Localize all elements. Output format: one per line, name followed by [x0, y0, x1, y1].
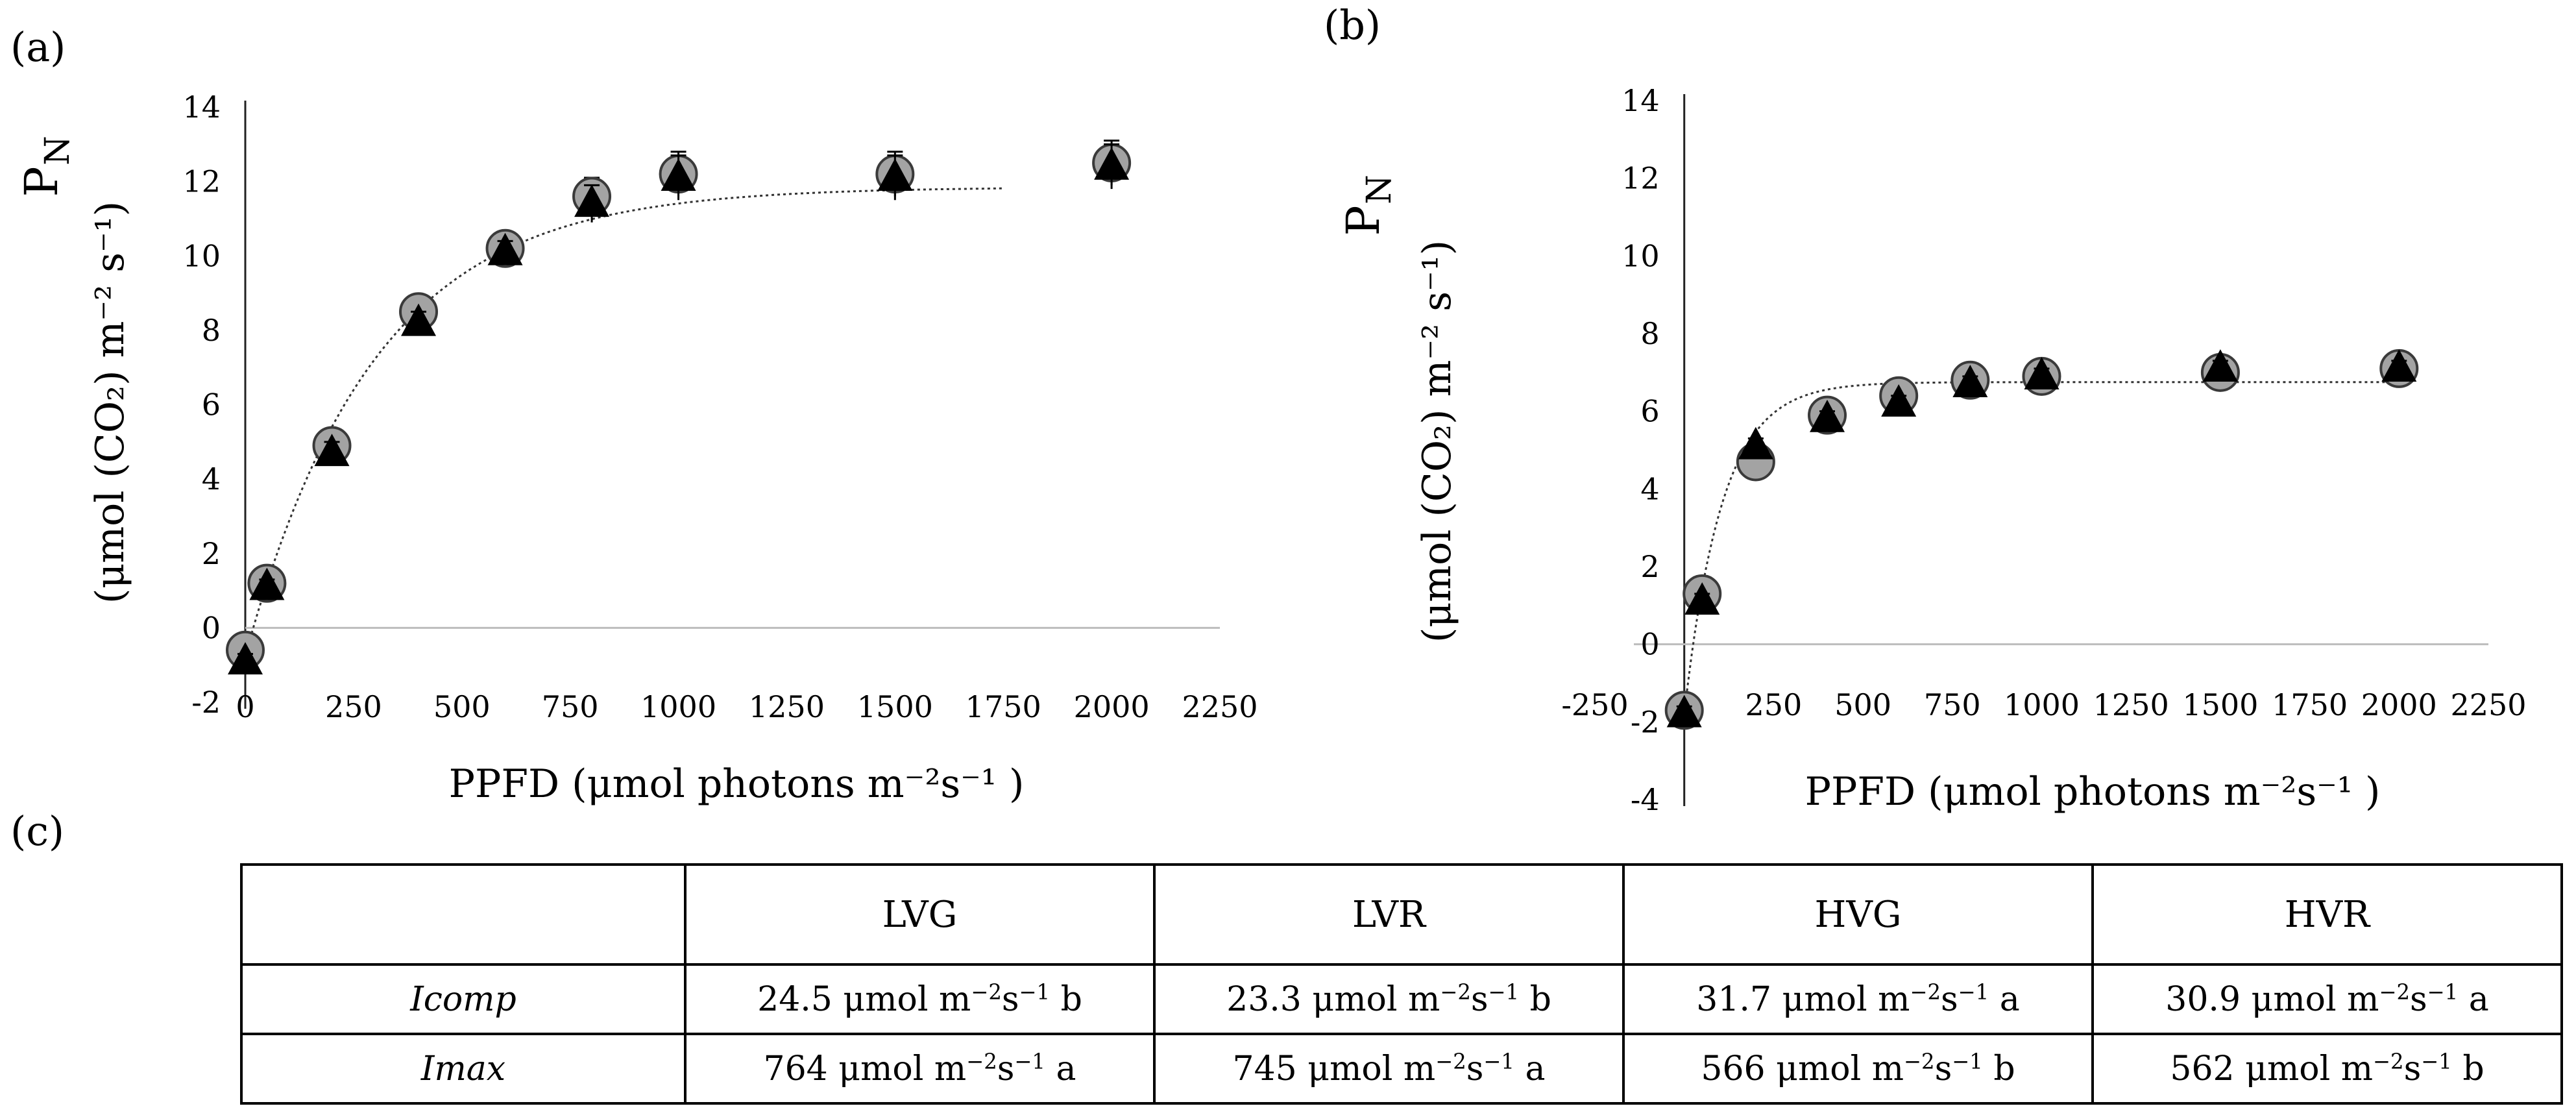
data-point-triangle — [2024, 357, 2060, 389]
y-tick-label: -2 — [1631, 704, 1660, 739]
table-cell: 745 μmol m−2s−1 a — [1153, 1033, 1625, 1105]
data-point-triangle — [1684, 582, 1720, 615]
table-header-cell: HVG — [1622, 863, 2094, 966]
fit-curve — [1683, 381, 2400, 715]
data-point-triangle — [1738, 426, 1773, 460]
panel-label-a: (a) — [10, 23, 66, 71]
row-label: Imax — [240, 1033, 687, 1105]
data-point-triangle — [1094, 147, 1130, 180]
x-tick-label: 2000 — [1074, 689, 1150, 724]
x-tick-label: 0 — [236, 689, 254, 724]
row-label: Icomp — [240, 963, 687, 1035]
results-table: LVG LVR HVG HVR Icomp 24.5 μmol m−2s−1 b… — [240, 863, 2563, 1105]
y-axis-title-units: (μmol (CO₂) m⁻² s⁻¹) — [1415, 240, 1460, 643]
y-axis-title-subscript: N — [38, 136, 77, 166]
table-header-cell: LVG — [684, 863, 1156, 966]
y-tick-label: 0 — [202, 610, 221, 645]
table-cell: 764 μmol m−2s−1 a — [684, 1033, 1156, 1105]
x-tick-label: 750 — [542, 689, 599, 724]
data-point-triangle — [1952, 365, 1988, 397]
y-axis-title-units: (μmol (CO₂) m⁻² s⁻¹) — [88, 201, 133, 604]
x-tick-label: 2250 — [1182, 689, 1258, 724]
table-cell: 566 μmol m−2s−1 b — [1622, 1033, 2094, 1105]
table-header-cell — [240, 863, 687, 966]
x-tick-label: 250 — [1745, 687, 1802, 722]
data-point-triangle — [2202, 349, 2238, 382]
x-tick-label: 1750 — [966, 689, 1041, 724]
x-tick-label: 1250 — [2093, 687, 2169, 722]
x-tick-label: 750 — [1924, 687, 1981, 722]
y-tick-label: 10 — [1622, 238, 1660, 273]
x-axis-title: PPFD (μmol photons m⁻²s⁻¹ ) — [449, 761, 1025, 807]
data-point-triangle — [401, 303, 437, 336]
fit-curve — [244, 187, 1004, 656]
table-header-cell: LVR — [1153, 863, 1625, 966]
x-tick-label: 2000 — [2361, 687, 2437, 722]
x-axis-title: PPFD (μmol photons m⁻²s⁻¹ ) — [1805, 769, 2381, 815]
table-cell: 30.9 μmol m−2s−1 a — [2091, 963, 2563, 1035]
data-point-triangle — [661, 158, 696, 191]
y-tick-label: 8 — [202, 313, 221, 348]
y-tick-label: 8 — [1640, 316, 1659, 351]
y-axis-title-units-group: (μmol (CO₂) m⁻² s⁻¹) — [1415, 240, 1460, 643]
data-point-triangle — [228, 642, 263, 675]
y-tick-label: 12 — [1622, 161, 1660, 196]
y-tick-label: 14 — [1622, 83, 1660, 118]
y-tick-label: -4 — [1631, 782, 1660, 817]
data-point-triangle — [1666, 694, 1702, 728]
table-cell: 24.5 μmol m−2s−1 b — [684, 963, 1156, 1035]
table-row-imax: Imax 764 μmol m−2s−1 a 745 μmol m−2s−1 a… — [240, 1033, 2563, 1105]
x-tick-label: 2250 — [2450, 687, 2526, 722]
y-tick-label: 2 — [1640, 549, 1659, 584]
x-tick-label: 500 — [433, 689, 491, 724]
panel-label-c: (c) — [10, 807, 65, 855]
data-point-triangle — [877, 158, 913, 191]
y-axis-title-units-group: (μmol (CO₂) m⁻² s⁻¹) — [88, 201, 133, 604]
data-point-triangle — [574, 184, 610, 217]
y-tick-label: 6 — [202, 387, 221, 423]
y-tick-label: 4 — [1640, 471, 1659, 506]
data-point-triangle — [487, 232, 523, 265]
data-point-triangle — [249, 567, 285, 600]
y-tick-label: 12 — [182, 164, 221, 199]
y-tick-label: 4 — [202, 461, 221, 497]
y-axis-title-main: PN — [15, 136, 77, 197]
y-tick-label: -2 — [191, 685, 221, 720]
table-cell: 23.3 μmol m−2s−1 b — [1153, 963, 1625, 1035]
data-point-triangle — [2381, 349, 2417, 382]
y-tick-label: 2 — [202, 536, 221, 571]
data-point-triangle — [1881, 384, 1917, 417]
y-tick-label: 6 — [1640, 394, 1659, 429]
y-axis-title-main: PN — [1337, 175, 1399, 236]
x-tick-label: 1750 — [2272, 687, 2348, 722]
table-header-cell: HVR — [2091, 863, 2563, 966]
y-tick-label: 10 — [182, 238, 221, 273]
table-cell: 31.7 μmol m−2s−1 a — [1622, 963, 2094, 1035]
x-tick-label: -250 — [1561, 687, 1628, 722]
x-tick-label: 500 — [1834, 687, 1891, 722]
x-tick-label: 1500 — [857, 689, 933, 724]
x-tick-label: 1000 — [640, 689, 716, 724]
y-tick-label: 14 — [182, 90, 221, 125]
panel-label-b: (b) — [1324, 1, 1381, 49]
x-tick-label: 1000 — [2004, 687, 2080, 722]
table-row-icomp: Icomp 24.5 μmol m−2s−1 b 23.3 μmol m−2s−… — [240, 963, 2563, 1035]
data-point-triangle — [1810, 399, 1845, 432]
table-header-row: LVG LVR HVG HVR — [240, 863, 2563, 966]
y-axis-title-symbol: P — [1337, 205, 1390, 236]
y-axis-title-subscript: N — [1360, 175, 1399, 204]
x-tick-label: 1500 — [2182, 687, 2258, 722]
data-point-triangle — [314, 434, 350, 467]
y-tick-label: 0 — [1640, 627, 1659, 662]
x-tick-label: 250 — [325, 689, 382, 724]
y-axis-title-symbol: P — [15, 166, 68, 197]
x-tick-label: 1250 — [749, 689, 825, 724]
table-cell: 562 μmol m−2s−1 b — [2091, 1033, 2563, 1105]
